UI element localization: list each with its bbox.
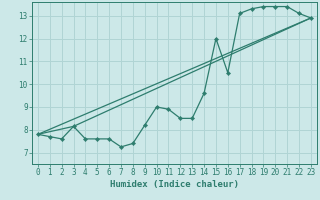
X-axis label: Humidex (Indice chaleur): Humidex (Indice chaleur) [110,180,239,189]
